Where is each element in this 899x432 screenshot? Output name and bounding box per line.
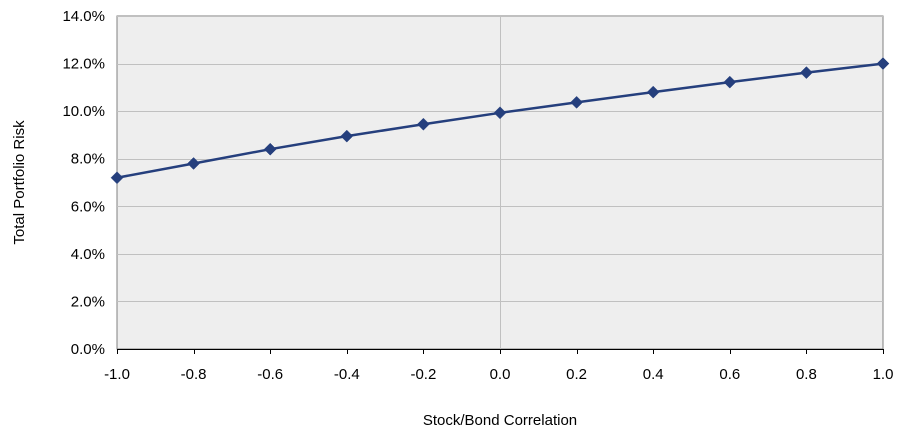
y-axis-title: Total Portfolio Risk bbox=[11, 120, 28, 245]
y-tick-label: 10.0% bbox=[62, 103, 105, 120]
x-tick-label: 1.0 bbox=[873, 366, 894, 383]
data-point-marker bbox=[263, 142, 277, 156]
data-point-marker bbox=[876, 57, 890, 70]
y-tick-label: 14.0% bbox=[62, 8, 105, 25]
data-point-marker bbox=[800, 66, 813, 79]
x-axis-title: Stock/Bond Correlation bbox=[423, 412, 577, 429]
data-point-marker bbox=[187, 157, 200, 170]
y-tick-label: 2.0% bbox=[71, 293, 105, 310]
plot-area bbox=[116, 15, 884, 350]
series-layer bbox=[110, 57, 890, 185]
y-tick-label: 4.0% bbox=[71, 246, 105, 263]
x-tick-label: -0.6 bbox=[257, 366, 283, 383]
x-tick-label: -1.0 bbox=[104, 366, 130, 383]
x-tick-label: 0.4 bbox=[643, 366, 664, 383]
x-tick-label: -0.8 bbox=[181, 366, 207, 383]
x-tick-label: 0.0 bbox=[490, 366, 511, 383]
x-tick-label: 0.8 bbox=[796, 366, 817, 383]
x-axis-tick-labels: -1.0 -0.8 -0.6 -0.4 -0.2 0.0 0.2 0.4 0.6 0.8 1.0 bbox=[104, 349, 893, 383]
data-point-marker bbox=[723, 75, 737, 89]
data-point-marker bbox=[417, 117, 430, 131]
x-tick-label: -0.2 bbox=[410, 366, 436, 383]
data-point-marker bbox=[340, 129, 354, 143]
y-axis-tick-labels: 0.0% 2.0% 4.0% 6.0% 8.0% 10.0% 12.0% 14.0% bbox=[62, 8, 105, 358]
x-tick-label: 0.2 bbox=[566, 366, 587, 383]
data-point-marker bbox=[646, 85, 660, 99]
y-tick-label: 0.0% bbox=[71, 341, 105, 358]
y-tick-label: 6.0% bbox=[71, 198, 105, 215]
x-tick-label: 0.6 bbox=[719, 366, 740, 383]
x-tick-label: -0.4 bbox=[334, 366, 360, 383]
y-tick-label: 8.0% bbox=[71, 151, 105, 168]
data-point-marker bbox=[570, 95, 583, 109]
data-point-marker bbox=[493, 106, 507, 120]
y-tick-label: 12.0% bbox=[62, 56, 105, 73]
data-point-marker bbox=[110, 171, 124, 185]
